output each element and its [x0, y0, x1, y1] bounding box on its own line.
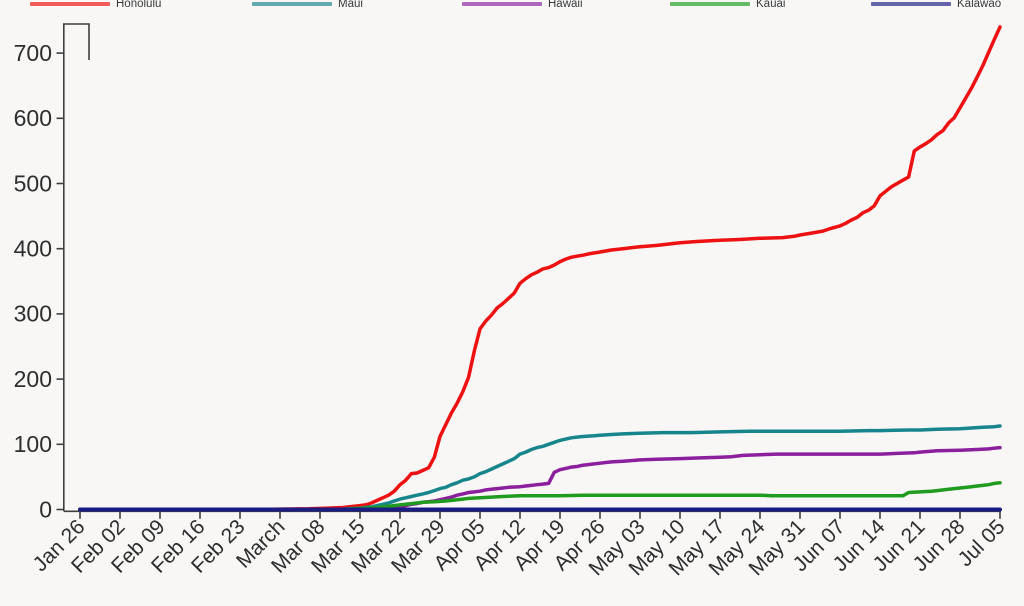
series-line-honolulu: [78, 25, 1002, 512]
y-axis-line: [63, 23, 90, 512]
y-tick-label: 0: [39, 496, 52, 522]
x-tick-label: Jul 05: [954, 515, 1010, 571]
y-tick-label: 200: [14, 366, 52, 392]
y-tick-label: 600: [14, 105, 52, 131]
y-tick-label: 100: [14, 431, 52, 457]
y-tick-label: 400: [14, 236, 52, 262]
series-line-maui: [78, 424, 1002, 512]
series-line-hawaii: [78, 445, 1002, 512]
y-tick-label: 300: [14, 301, 52, 327]
y-tick-label: 700: [14, 40, 52, 66]
series-line-kauai: [78, 481, 1002, 512]
y-tick-label: 500: [14, 170, 52, 196]
